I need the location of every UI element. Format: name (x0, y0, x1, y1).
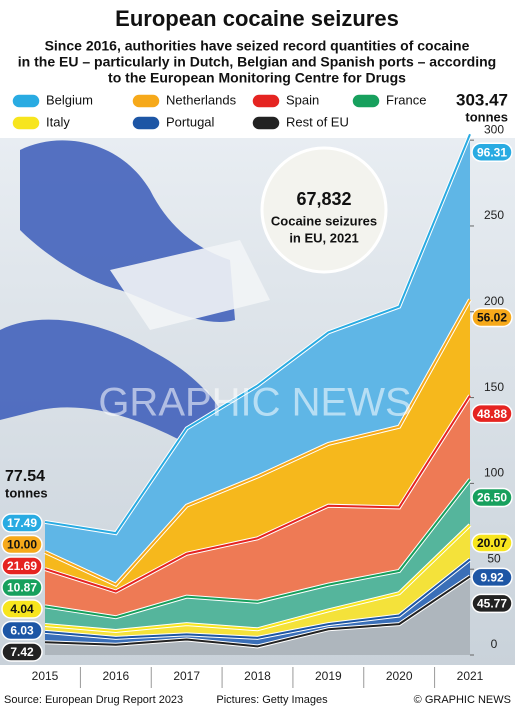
y-tick-label: 100 (484, 466, 504, 480)
plot: 17.49 10.00 21.69 10.87 4.04 6.03 7.42 96.31 56.… (0, 90, 515, 706)
legend-label: Portugal (166, 114, 215, 129)
subtitle-line: to the European Monitoring Centre for Dr… (108, 70, 406, 86)
credit: Pictures: Getty Images (216, 694, 328, 706)
legend-swatch (251, 93, 281, 109)
annotation-text: Cocaine seizures (271, 213, 377, 228)
value-label: 48.88 (477, 407, 507, 421)
legend-label: Netherlands (166, 92, 237, 107)
x-tick-label: 2015 (32, 669, 59, 683)
value-label: 4.04 (10, 602, 34, 616)
value-label: 10.87 (7, 581, 37, 595)
glove-decoration (0, 319, 230, 440)
x-axis-band (0, 665, 515, 689)
value-badge (1, 513, 43, 533)
value-badge (471, 567, 513, 588)
subtitle: Since 2016, authorities have seized reco… (18, 38, 496, 86)
value-label: 10.00 (7, 538, 37, 552)
x-tick-label: 2019 (315, 669, 342, 683)
value-badge (1, 599, 43, 619)
total-end: 303.47 (456, 90, 508, 109)
y-tick-label: 300 (484, 122, 504, 136)
value-badge (471, 533, 513, 553)
legend-swatch (11, 93, 41, 109)
legend-label: Belgium (46, 92, 93, 107)
area (45, 576, 470, 655)
legend-swatch (131, 93, 161, 109)
boundary-line (44, 478, 471, 619)
watermark: GRAPHIC NEWS (98, 381, 411, 425)
area (45, 299, 470, 592)
boundary-line (44, 575, 471, 648)
annotation-value: 67,832 (296, 189, 351, 209)
area (45, 134, 470, 585)
y-tick-label: 50 (487, 551, 501, 565)
value-badge (471, 403, 513, 424)
value-label: 21.69 (7, 559, 37, 573)
value-label: 56.02 (477, 311, 507, 325)
x-tick-label: 2017 (173, 669, 200, 683)
source: Source: European Drug Report 2023 (4, 694, 183, 706)
area (45, 524, 470, 638)
value-badge (1, 556, 43, 576)
value-badge (471, 307, 513, 328)
legend-label: Spain (286, 92, 319, 107)
value-label: 17.49 (7, 516, 37, 530)
y-tick-label: 250 (484, 208, 504, 222)
x-tick-label: 2020 (386, 669, 413, 683)
total-unit: tonnes (465, 109, 508, 124)
value-badge (471, 142, 513, 162)
value-label: 26.50 (477, 491, 507, 505)
boundary-line (44, 524, 471, 632)
x-tick-label: 2021 (457, 669, 484, 683)
legend-swatch (11, 115, 41, 131)
x-tick-label: 2016 (102, 669, 129, 683)
value-label: 6.03 (10, 624, 34, 638)
subtitle-line: Since 2016, authorities have seized reco… (45, 38, 470, 54)
value-label: 20.07 (477, 536, 507, 550)
y-tick-label: 150 (484, 380, 504, 394)
bag-decoration (110, 240, 270, 330)
boundary-line (44, 299, 471, 586)
annotation-circle (260, 146, 388, 274)
value-badge (1, 534, 43, 555)
value-badge (471, 487, 513, 508)
value-badge (1, 577, 43, 598)
area (45, 559, 470, 647)
legend-swatch (131, 115, 161, 131)
area (45, 479, 470, 631)
legend-label: Rest of EU (286, 114, 349, 129)
value-label: 96.31 (477, 145, 507, 159)
y-tick-label: 0 (491, 637, 498, 651)
boundary-line (44, 395, 471, 593)
value-label: 7.42 (10, 645, 34, 659)
value-label: 45.77 (477, 597, 507, 611)
subtitle-line: in the EU – particularly in Dutch, Belgi… (18, 54, 496, 70)
total-unit: tonnes (5, 485, 48, 500)
legend-swatch (351, 93, 381, 109)
annotation-text: in EU, 2021 (289, 230, 358, 245)
value-badge (1, 620, 43, 641)
value-badge (1, 642, 43, 662)
value-label: 9.92 (480, 571, 504, 585)
value-badge (471, 593, 513, 614)
legend-swatch (251, 115, 281, 131)
boundary-line (44, 133, 471, 535)
brand: © GRAPHIC NEWS (414, 694, 511, 706)
legend-label: France (386, 92, 426, 107)
x-tick-label: 2018 (244, 669, 271, 683)
area (45, 395, 470, 618)
legend-label: Italy (46, 114, 70, 129)
chart-title: European cocaine seizures (115, 6, 399, 31)
legend: Belgium Netherlands Spain France Italy Portug… (11, 92, 426, 131)
boundary-line (44, 558, 471, 639)
total-start: 77.54 (5, 468, 45, 485)
y-tick-label: 200 (484, 294, 504, 308)
